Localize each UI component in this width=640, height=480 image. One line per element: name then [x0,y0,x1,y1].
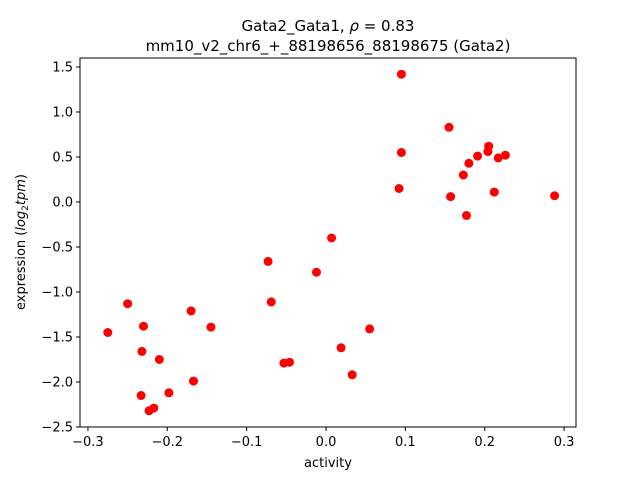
y-tick-label: −1.0 [41,286,73,301]
data-point [149,403,159,413]
x-tick-label: 0.3 [554,435,575,450]
data-point [206,322,216,332]
data-point [103,328,113,337]
data-point [396,69,406,79]
data-point [489,187,499,197]
plot-area-frame [79,57,577,428]
y-tick-label: 1.5 [52,61,73,76]
data-point [188,376,198,386]
data-point [396,148,406,157]
y-tick-label: −1.5 [41,331,73,346]
x-axis-label: activity [304,456,352,471]
x-tick-label: −0.3 [72,435,104,450]
data-point [500,150,510,160]
x-tick-label: 0.0 [316,435,337,450]
data-point [446,192,456,202]
data-point [550,191,560,201]
data-point [186,306,196,316]
chart-title-line1: Gata2_Gata1, ρ = 0.83 [242,17,415,36]
data-point [458,170,468,180]
data-point [123,299,133,309]
y-tick-label: 1.0 [52,106,73,121]
data-point [444,122,454,132]
y-tick-label: −0.5 [41,241,73,256]
data-point [461,211,471,220]
data-point [473,151,483,161]
data-point [136,391,146,400]
data-point [311,267,321,277]
data-points [103,69,560,416]
data-point [327,233,337,243]
data-point [394,184,404,193]
data-point [137,346,147,356]
data-point [484,141,494,151]
x-axis-ticks: −0.3 −0.2 −0.1 0.0 0.1 0.2 0.3 [72,427,574,450]
y-axis-ticks: −2.5 −2.0 −1.5 −1.0 −0.5 0.0 0.5 1.0 1.5 [41,61,80,436]
data-point [336,343,346,353]
x-tick-label: −0.1 [231,435,263,450]
data-point [365,324,375,334]
data-point [164,388,174,398]
x-tick-label: 0.2 [474,435,495,450]
data-point [285,357,295,367]
data-point [464,158,474,168]
y-tick-label: 0.5 [52,151,73,166]
y-tick-label: −2.0 [41,376,73,391]
data-point [154,355,164,364]
y-tick-label: 0.0 [52,196,73,211]
data-point [347,370,357,380]
data-point [263,256,273,266]
x-tick-label: −0.2 [152,435,184,450]
y-axis-label: expression (log2tpm) [14,174,31,310]
data-point [266,297,276,307]
data-point [493,153,503,163]
y-tick-label: −2.5 [41,421,73,436]
data-point [138,321,148,331]
x-tick-label: 0.1 [395,435,416,450]
chart-title-line2: mm10_v2_chr6_+_88198656_88198675 (Gata2) [146,37,511,56]
